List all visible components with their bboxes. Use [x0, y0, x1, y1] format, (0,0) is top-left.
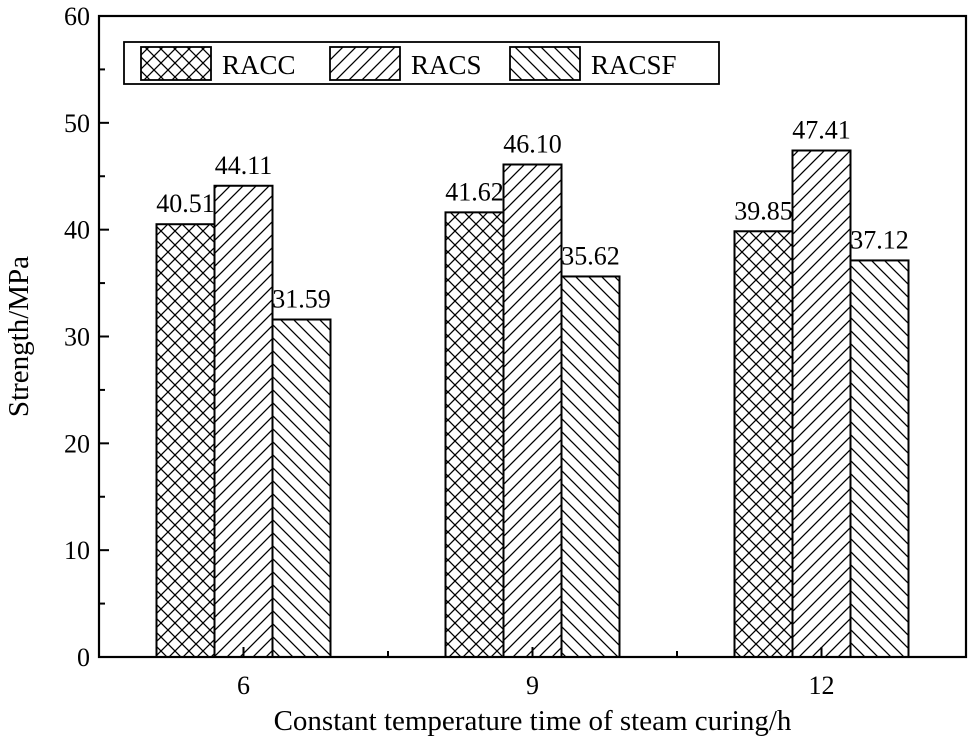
y-tick-label: 40: [64, 216, 90, 245]
data-label: 41.62: [445, 177, 504, 206]
bars-layer: [155, 149, 910, 659]
bar-racsf: [849, 259, 910, 658]
y-tick-label: 10: [64, 536, 90, 565]
legend-frame: [123, 41, 720, 85]
legend-swatch-racs: [329, 46, 401, 81]
legend: RACC RACS RACSF: [123, 41, 720, 85]
legend-label-racsf: RACSF: [591, 50, 677, 80]
y-tick-label: 60: [64, 2, 90, 31]
y-axis-title: Strength/MPa: [3, 256, 35, 417]
x-tick-label: 6: [237, 671, 250, 700]
data-label: 40.51: [156, 189, 215, 218]
data-label: 46.10: [503, 129, 562, 158]
y-tick-label: 0: [77, 643, 90, 672]
bar-racc: [444, 211, 505, 658]
data-label: 31.59: [272, 285, 331, 314]
x-tick-label: 9: [526, 671, 539, 700]
x-tick-label: 12: [809, 671, 835, 700]
data-label: 37.12: [850, 225, 909, 254]
legend-swatch-racc: [140, 46, 212, 81]
bar-racs: [213, 184, 274, 658]
bar-racsf: [271, 318, 332, 658]
bar-racsf: [560, 275, 621, 658]
legend-label-racs: RACS: [411, 50, 482, 80]
y-axis-ticks: 0 10 20 30 40 50 60: [64, 2, 109, 672]
bar-racs: [791, 149, 852, 658]
bar-racc: [733, 230, 794, 658]
y-tick-label: 50: [64, 109, 90, 138]
y-tick-label: 30: [64, 323, 90, 352]
data-label: 35.62: [561, 241, 620, 270]
data-label: 39.85: [734, 196, 793, 225]
data-label: 44.11: [215, 151, 273, 180]
data-label: 47.41: [792, 116, 851, 145]
legend-swatch-racsf: [509, 46, 581, 81]
x-axis-ticks: 6 9 12: [237, 647, 835, 700]
legend-label-racc: RACC: [222, 50, 296, 80]
bar-racc: [155, 223, 216, 658]
bar-racs: [502, 163, 563, 659]
y-tick-label: 20: [64, 429, 90, 458]
x-axis-title: Constant temperature time of steam curin…: [274, 705, 792, 737]
